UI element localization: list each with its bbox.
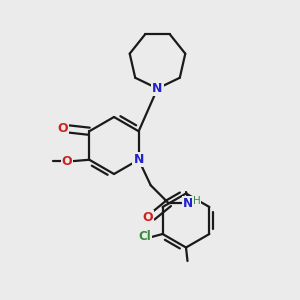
Text: O: O [61,155,72,168]
Text: N: N [183,197,194,210]
Text: H: H [193,196,200,206]
Text: O: O [57,122,68,135]
Text: N: N [134,153,144,166]
Text: N: N [152,82,163,95]
Text: Cl: Cl [139,230,151,244]
Text: O: O [142,212,153,224]
